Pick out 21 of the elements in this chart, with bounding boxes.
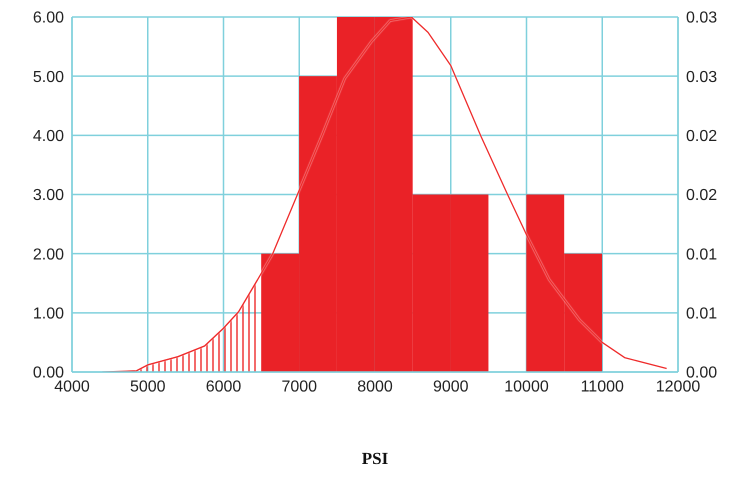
x-tick-label: 5000	[130, 378, 166, 396]
y-tick-label: 5.00	[32, 68, 64, 86]
y2-tick-label: 0.01	[686, 246, 718, 264]
x-tick-label: 7000	[281, 378, 318, 396]
x-tick-label: 11000	[580, 378, 624, 396]
x-tick-label: 10000	[504, 378, 549, 396]
x-axis-title: PSI	[362, 449, 389, 468]
y2-tick-label: 0.03	[686, 10, 718, 27]
y2-tick-label: 0.03	[686, 68, 718, 86]
y-tick-label: 3.00	[32, 187, 64, 204]
y-tick-label: 2.00	[32, 246, 64, 264]
y-tick-label: 6.00	[32, 10, 64, 27]
x-tick-label: 12000	[656, 378, 700, 396]
y2-tick-label: 0.02	[686, 128, 718, 146]
x-tick-label: 8000	[357, 378, 393, 396]
y2-tick-label: 0.01	[686, 306, 718, 323]
x-tick-label: 9000	[432, 378, 469, 396]
x-tick-label: 6000	[206, 378, 242, 396]
y-tick-label: 4.00	[32, 128, 64, 146]
y-tick-label: 1.00	[32, 306, 64, 323]
y2-tick-label: 0.02	[686, 187, 718, 204]
